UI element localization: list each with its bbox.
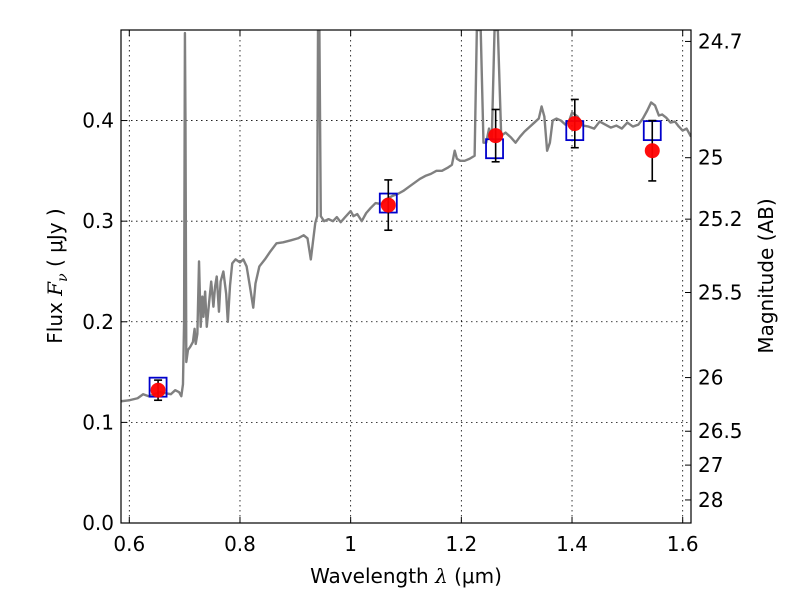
y-tick-label: 0.0 <box>82 511 114 535</box>
x-tick-label: 1.6 <box>667 532 699 556</box>
y2-tick-label: 28 <box>698 488 723 512</box>
x-tick-label: 1.4 <box>556 532 588 556</box>
observed-point <box>150 379 166 402</box>
x-tick-label: 1 <box>344 532 357 556</box>
observed-circle-marker <box>567 116 583 132</box>
y2-axis-label: Magnitude (AB) <box>754 198 778 353</box>
y2-tick-label: 26 <box>698 366 723 390</box>
x-tick-label: 1.2 <box>445 532 477 556</box>
observed-point <box>644 119 660 182</box>
observed-circle-marker <box>488 128 504 144</box>
y-tick-label: 0.4 <box>82 109 114 133</box>
observed-point <box>488 108 504 163</box>
observed-point <box>380 179 396 232</box>
observed-circle-marker <box>644 143 660 159</box>
x-axis-label: Wavelength λ (μm) <box>310 564 502 588</box>
y2-tick-label: 25.5 <box>698 281 743 305</box>
y2-tick-label: 26.5 <box>698 419 743 443</box>
y-axis-label: Flux Fν ( μJy ) <box>43 208 71 343</box>
plot-area <box>121 30 691 403</box>
y-tick-label: 0.3 <box>82 209 114 233</box>
y2-tick-label: 25.2 <box>698 207 743 231</box>
x-tick-label: 0.8 <box>224 532 256 556</box>
observed-circle-marker <box>380 197 396 213</box>
y2-tick-label: 27 <box>698 453 723 477</box>
axis-ticks: 0.6 0.8 1 1.2 1.4 1.6 0.0 0.1 0.2 0.3 0.4 24.7 25 25.… <box>82 29 742 556</box>
y-tick-label: 0.2 <box>82 310 114 334</box>
observed-point <box>567 98 583 149</box>
y-tick-label: 0.1 <box>82 410 114 434</box>
y2-tick-label: 24.7 <box>698 29 743 53</box>
grid-lines <box>121 30 691 524</box>
plot-frame <box>120 29 692 524</box>
y2-tick-label: 25 <box>698 146 723 170</box>
spectrum-line <box>121 30 691 403</box>
x-tick-label: 0.6 <box>113 532 145 556</box>
observed-circle-marker <box>150 382 166 398</box>
